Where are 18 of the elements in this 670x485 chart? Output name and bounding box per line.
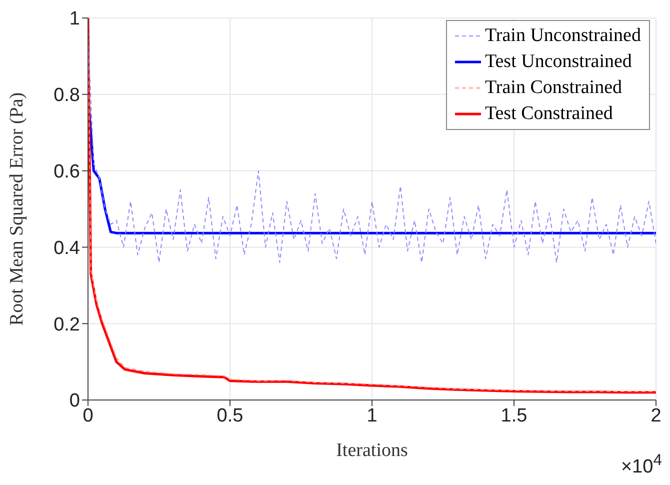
- legend-label: Test Unconstrained: [484, 50, 632, 74]
- x-tick-label: 0: [82, 405, 94, 426]
- text: ×10$^{4}$: [620, 452, 662, 478]
- y-axis-title: Root Mean Squared Error (Pa): [6, 92, 28, 326]
- legend-label: Train Constrained: [484, 76, 622, 100]
- x-tick-label: 1.5: [500, 405, 528, 426]
- x-tick-label: 1: [366, 405, 378, 426]
- legend-label: Train Unconstrained: [484, 24, 641, 48]
- y-tick-label: 1: [69, 8, 80, 30]
- y-tick-label: 0: [69, 390, 80, 412]
- x-axis-title: Iterations: [336, 440, 408, 461]
- y-tick-label: 0.2: [54, 314, 80, 336]
- legend-label: Test Constrained: [484, 102, 613, 126]
- y-tick-label: 0.4: [54, 238, 80, 259]
- x-tick-label: 2: [650, 405, 662, 426]
- x-tick-label: 0.5: [216, 405, 244, 426]
- y-tick-label: 0.6: [54, 162, 80, 183]
- y-tick-label: 0.8: [54, 85, 80, 106]
